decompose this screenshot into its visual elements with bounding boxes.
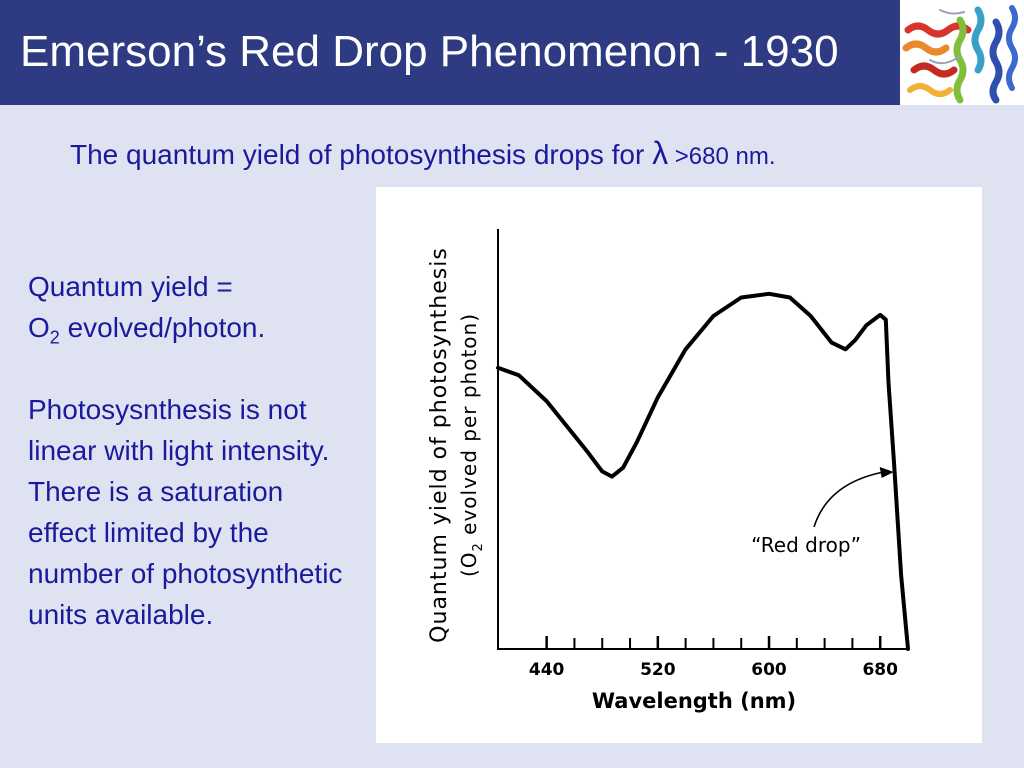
ylabel-open: (O [457,551,481,577]
definition-o: O [28,312,50,343]
definition-line-2: O2 evolved/photon. [28,307,348,348]
ylabel-rest: evolved per photon) [457,313,481,542]
y-axis-label-line-1: Quantum yield of photosynthesis [427,247,452,643]
definition-subscript: 2 [49,327,60,348]
paragraph-gap [28,348,348,389]
quantum-yield-chart: 440 520 600 680 Quantum yield of photosynth… [427,229,910,713]
definition-rest: evolved/photon. [59,312,266,343]
title-bar: Emerson’s Red Drop Phenomenon - 1930 [0,0,1024,105]
subtitle-text-end: >680 nm. [668,143,776,170]
lambda-symbol: λ [652,135,669,171]
body-paragraph: Photosysnthesis is not linear with light… [28,394,343,630]
x-tick-label-600: 600 [751,660,787,680]
y-axis-label-2: (O2 evolved per photon) [457,313,486,577]
major-tick-group: 440 520 600 680 [529,636,898,680]
left-text-block: Quantum yield = O2 evolved/photon. Photo… [28,266,348,635]
x-axis-label: Wavelength (nm) [592,689,796,713]
subtitle-text-start: The quantum yield of photosynthesis drop… [70,139,653,170]
annotation-arrowhead [879,467,894,478]
annotation-arrow [813,471,884,528]
quantum-yield-curve [496,291,910,651]
chart-panel: 440 520 600 680 Quantum yield of photosynth… [376,187,982,743]
slide-subtitle: The quantum yield of photosynthesis drop… [70,133,776,177]
red-drop-annotation: “Red drop” [751,533,861,557]
x-tick-label-440: 440 [529,660,565,680]
slide-title: Emerson’s Red Drop Phenomenon - 1930 [20,27,839,76]
protein-structure-image [900,0,1024,105]
y-axis-label: Quantum yield of photosynthesis [427,247,452,643]
x-tick-label-680: 680 [862,660,898,680]
definition-line-1: Quantum yield = [28,271,233,302]
y-axis-label-line-2: (O2 evolved per photon) [457,313,486,577]
minor-tick-group [573,638,854,649]
x-tick-label-520: 520 [640,660,676,680]
ylabel-subscript: 2 [471,542,486,551]
